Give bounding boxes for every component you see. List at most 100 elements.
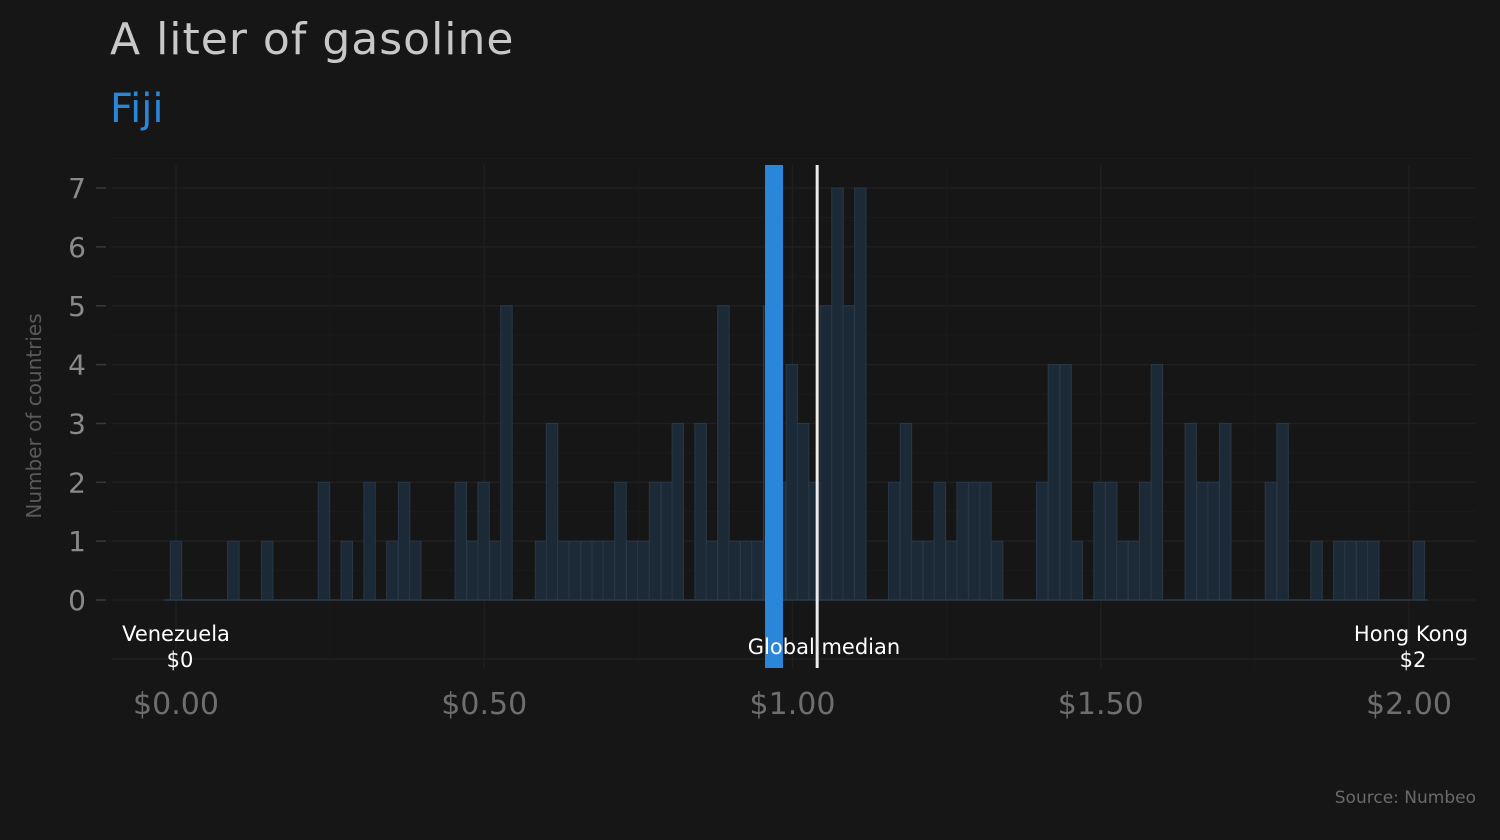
annotation-median-label: Global median [748,635,900,659]
histogram-bar [1059,364,1072,601]
histogram-bar [1196,481,1209,601]
histogram-bar [728,540,741,601]
histogram-bar [591,540,604,601]
histogram-bar [1105,481,1118,601]
x-tick-label: $0.00 [133,687,219,722]
histogram-bar [660,481,673,601]
x-tick-label: $0.50 [441,687,527,722]
annotations: Venezuela$0 Hong Kong$2 Global median [122,622,1468,672]
histogram-bar [1355,540,1369,601]
histogram-bar [317,481,331,601]
histogram-bar [556,540,570,601]
annotation-min-value: $0 [167,648,194,672]
annotation-max-name: Hong Kong [1354,622,1468,646]
x-tick-labels: $0.00 $0.50 $1.00 $1.50 $2.00 [133,687,1452,722]
source-note: Source: Numbeo [1334,788,1476,808]
histogram-bar [1047,364,1061,601]
histogram-bar [831,187,844,601]
y-tick-label: 6 [68,231,86,264]
histogram-bar [1367,540,1380,601]
histogram-bar [842,305,855,601]
histogram-bar [785,364,799,601]
histogram-bar [466,540,479,601]
histogram-bar [1264,481,1278,601]
y-tick-label: 7 [68,172,86,205]
histogram-bar [1219,422,1232,601]
histogram-bar [1310,540,1323,601]
histogram-bar [1333,540,1346,601]
chart-subtitle: Fiji [110,86,164,132]
histogram-bar [717,305,730,601]
histogram-bar [819,305,832,601]
y-tick-label: 3 [68,407,86,440]
histogram-bar [1070,540,1083,601]
histogram-bar [489,540,502,601]
annotation-max-value: $2 [1400,648,1427,672]
histogram-bar [397,481,411,601]
histogram-bar [614,481,627,601]
histogram-bar [568,540,582,601]
histogram-bar [910,540,924,601]
histogram-bar [637,540,650,601]
chart-title: A liter of gasoline [110,14,515,65]
histogram-bar [1276,422,1289,601]
histogram-bar [386,540,399,601]
histogram-bar [888,481,901,601]
histogram-bar [1344,540,1357,601]
histogram-bar [408,540,422,601]
y-tick-label: 4 [68,349,86,382]
histogram-bar [500,305,513,601]
histogram-bar [169,540,183,601]
y-tick-label: 1 [68,525,86,558]
histogram-bar [1116,540,1129,601]
histogram-bar [477,481,490,601]
x-tick-label: $2.00 [1366,687,1452,722]
histogram-bar [1127,540,1141,601]
histogram-bar [602,540,615,601]
histogram-bar [808,481,821,601]
histogram-bar [1150,364,1164,601]
x-tick-label: $1.00 [750,687,836,722]
histogram-bar [626,540,639,601]
histogram-bar [968,481,981,601]
histogram-bar [740,540,753,601]
histogram-bar [227,540,240,601]
histogram-bar [261,540,274,601]
histogram-bar [945,540,958,601]
histogram-bar [1138,481,1152,601]
histogram-bar [671,422,685,601]
histogram-bar [1207,481,1220,601]
histogram-bar [363,481,376,601]
histogram-bar [534,540,548,601]
histogram-bar [694,422,707,601]
histogram-bar [854,187,867,601]
histogram-bar [1093,481,1106,601]
histogram-bars [163,187,1428,601]
histogram-bar [979,481,992,601]
histogram-bar [922,540,935,601]
annotation-min-name: Venezuela [122,622,230,646]
y-tick-label: 0 [68,584,86,617]
histogram-bar [990,540,1004,601]
y-tick-labels: 0 1 2 3 4 5 6 7 [68,172,106,617]
histogram-bar [454,481,468,601]
histogram-bar [956,481,969,601]
y-tick-label: 2 [68,466,86,499]
y-tick-label: 5 [68,290,86,323]
histogram-bar [705,540,718,601]
histogram-bar [899,422,913,601]
reference-marks [765,165,819,668]
histogram-bar [648,481,662,601]
histogram-bar [751,540,764,601]
x-tick-label: $1.50 [1058,687,1144,722]
histogram-bar [340,540,353,601]
histogram-bar [796,422,810,601]
histogram-bar [933,481,947,601]
histogram-bar [1184,422,1197,601]
histogram-bar [580,540,593,601]
fiji-highlight-bar [765,165,784,668]
histogram-bar [1412,540,1426,601]
histogram-bar [545,422,559,601]
histogram-bar [1035,481,1049,601]
